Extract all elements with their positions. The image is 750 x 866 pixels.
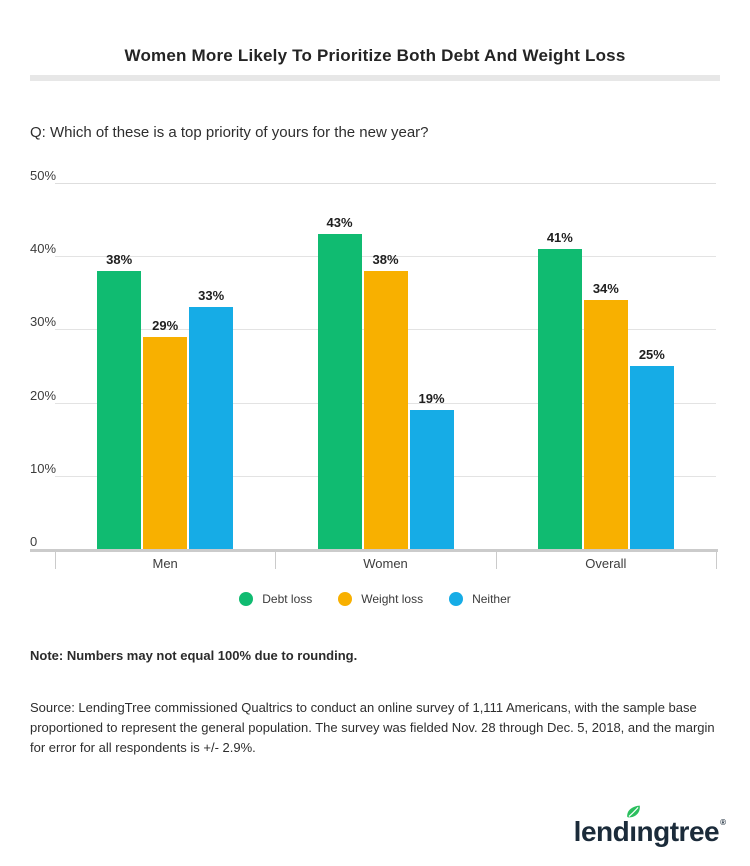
bar-chart-plot-area: 0 10% 20% 30% 40% 50% 38% 29% 33% 43% 38% 19% 41% 34%…	[30, 169, 716, 549]
bar-value-label: 41%	[546, 229, 573, 245]
bar-men-weight-loss: 29%	[143, 318, 188, 549]
bar-value-label: 29%	[152, 317, 179, 333]
leaf-icon	[627, 805, 641, 818]
bar-value-label: 38%	[106, 251, 133, 267]
legend-dot-icon	[239, 592, 254, 606]
bar-group-overall: 41% 34% 25%	[537, 230, 674, 549]
logo-part-after-i: ngtree	[636, 816, 720, 847]
category-label-women: Women	[363, 556, 408, 571]
x-axis-tick	[275, 552, 277, 569]
gridline-50	[55, 183, 716, 184]
note-text: Note: Numbers may not equal 100% due to …	[30, 648, 358, 663]
y-tick-label-50: 50%	[30, 169, 61, 182]
y-tick-label-10: 10%	[30, 461, 61, 475]
page-title: Women More Likely To Prioritize Both Deb…	[124, 46, 626, 65]
legend-label: Debt loss	[262, 592, 313, 606]
bar-value-label: 25%	[638, 347, 665, 362]
bar-value-label: 43%	[326, 215, 353, 231]
chart-legend: Debt loss Weight loss Neither	[0, 592, 750, 606]
y-tick-label-20: 20%	[30, 388, 61, 402]
bar-value-label: 19%	[418, 390, 445, 406]
bar-overall-weight-loss: 34%	[583, 281, 628, 549]
x-axis-baseline	[30, 549, 718, 552]
bar-value-label: 38%	[372, 251, 399, 267]
registered-trademark: ®	[720, 818, 726, 827]
bar-value-label: 34%	[592, 281, 619, 297]
logo-part-before-i: lend	[573, 816, 630, 847]
legend-item-weight-loss: Weight loss	[338, 592, 423, 606]
legend-item-debt-loss: Debt loss	[239, 592, 312, 606]
gridline-40	[55, 256, 716, 258]
title-divider	[30, 75, 720, 81]
bar-value-label: 33%	[198, 288, 225, 304]
logo-dotless-i: ı	[629, 816, 637, 847]
x-axis-tick	[716, 552, 717, 569]
y-tick-label-30: 30%	[30, 315, 61, 329]
y-tick-label-0: 0	[30, 535, 42, 548]
legend-label: Neither	[472, 592, 511, 606]
bar-men-debt-loss: 38%	[97, 252, 142, 549]
bar-women-neither: 19%	[409, 391, 454, 549]
y-tick-label-40: 40%	[30, 242, 61, 256]
bar-group-men: 38% 29% 33%	[97, 252, 234, 549]
lendingtree-logo: lend ıngtree ®	[574, 804, 726, 852]
bar-group-women: 43% 38% 19%	[317, 215, 454, 549]
legend-dot-icon	[449, 592, 464, 606]
bar-overall-debt-loss: 41%	[537, 230, 582, 549]
survey-question: Q: Which of these is a top priority of y…	[30, 124, 429, 141]
legend-item-neither: Neither	[449, 592, 511, 606]
logo-wordmark: lend ıngtree	[573, 804, 720, 852]
bar-women-debt-loss: 43%	[317, 215, 362, 549]
legend-label: Weight loss	[361, 592, 424, 606]
category-label-overall: Overall	[585, 556, 627, 571]
x-axis-tick	[495, 552, 497, 569]
bar-men-neither: 33%	[189, 288, 234, 549]
legend-dot-icon	[338, 592, 353, 606]
x-axis-tick	[55, 552, 56, 569]
bar-overall-neither: 25%	[629, 347, 674, 549]
source-text: Source: LendingTree commissioned Qualtri…	[30, 700, 715, 755]
bar-women-weight-loss: 38%	[363, 252, 408, 549]
category-label-men: Men	[152, 556, 178, 571]
